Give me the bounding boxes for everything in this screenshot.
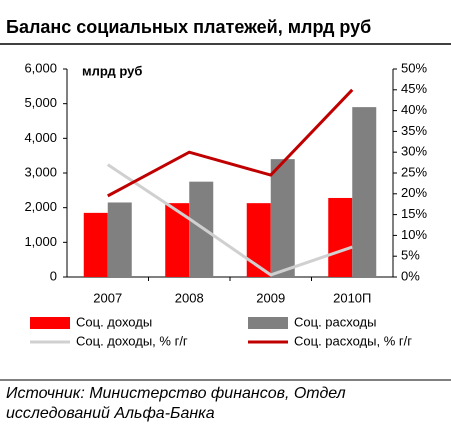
legend-label: Соц. расходы, % г/г — [294, 333, 412, 348]
bar — [107, 202, 132, 277]
y-tick-label: 0 — [50, 268, 57, 283]
y2-tick-label: 45% — [401, 81, 427, 96]
bar — [165, 203, 190, 277]
chart-title: Баланс социальных платежей, млрд руб — [6, 17, 371, 37]
bar — [246, 203, 271, 277]
bar — [270, 159, 295, 277]
legend-label: Соц. расходы — [294, 314, 376, 329]
legend-swatch — [30, 317, 70, 329]
y2-tick-label: 20% — [401, 185, 427, 200]
legend-swatch — [248, 317, 288, 329]
x-tick-label: 2009 — [256, 290, 285, 305]
y2-tick-label: 0% — [401, 268, 420, 283]
y2-tick-label: 50% — [401, 60, 427, 75]
line-series — [107, 88, 354, 198]
y-tick-label: 4,000 — [24, 130, 57, 145]
bar — [189, 181, 214, 277]
y-tick-label: 5,000 — [24, 95, 57, 110]
y-tick-label: 2,000 — [24, 199, 57, 214]
x-tick-label: 2008 — [175, 290, 204, 305]
y2-tick-label: 25% — [401, 164, 427, 179]
y-tick-label: 1,000 — [24, 234, 57, 249]
bar — [83, 212, 108, 277]
bar — [352, 107, 377, 277]
x-tick-label: 2010П — [333, 290, 371, 305]
y-tick-label: 3,000 — [24, 164, 57, 179]
y2-tick-label: 10% — [401, 227, 427, 242]
y2-tick-label: 15% — [401, 206, 427, 221]
y2-tick-label: 5% — [401, 248, 420, 263]
annotation: млрд руб — [82, 63, 142, 78]
legend-label: Соц. доходы, % г/г — [76, 333, 188, 348]
y-tick-label: 6,000 — [24, 60, 57, 75]
y2-tick-label: 30% — [401, 144, 427, 159]
bar — [328, 197, 353, 277]
x-tick-label: 2007 — [93, 290, 122, 305]
legend-label: Соц. доходы — [76, 314, 152, 329]
line-series — [106, 163, 353, 277]
y2-tick-label: 40% — [401, 102, 427, 117]
source: Источник: Министерство финансов, Отдел и… — [6, 385, 346, 422]
y2-tick-label: 35% — [401, 123, 427, 138]
